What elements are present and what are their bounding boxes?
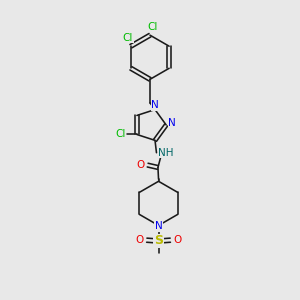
Text: N: N	[151, 100, 159, 110]
Text: O: O	[137, 160, 145, 170]
Text: N: N	[168, 118, 176, 128]
Text: Cl: Cl	[148, 22, 158, 32]
Text: Cl: Cl	[123, 33, 133, 43]
Text: O: O	[174, 235, 182, 244]
Text: N: N	[155, 221, 162, 231]
Text: S: S	[154, 234, 163, 247]
Text: NH: NH	[158, 148, 174, 158]
Text: Cl: Cl	[115, 129, 125, 139]
Text: O: O	[135, 235, 143, 244]
